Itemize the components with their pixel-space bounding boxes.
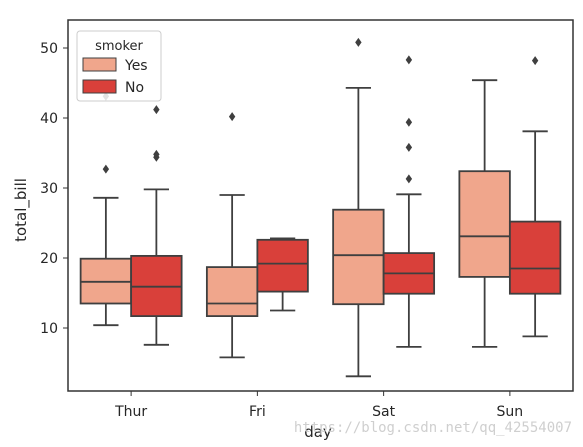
box-yes-thur [79, 91, 133, 327]
outlier-point [405, 142, 413, 152]
box-yes-sun [458, 79, 511, 348]
box-no-fri [256, 237, 309, 312]
outlier-point [531, 56, 539, 66]
plot-area [79, 37, 562, 378]
legend-label-no: No [125, 80, 144, 96]
box-yes-fri [205, 112, 259, 359]
x-axis: Thur Fri Sat Sun [114, 391, 523, 420]
watermark-text: https://blog.csdn.net/qq_42554007 [294, 420, 572, 436]
outlier-point [355, 37, 362, 47]
box-no-thur [130, 105, 183, 346]
box-iqr [332, 208, 385, 306]
outlier-point [228, 112, 236, 122]
outlier-point [153, 105, 160, 115]
legend-label-yes: Yes [124, 58, 148, 74]
x-axis-label: day [304, 423, 332, 441]
x-tick-label: Thur [114, 404, 147, 420]
outlier-point [405, 174, 413, 184]
box-no-sun [508, 56, 562, 338]
y-tick-label: 50 [40, 41, 58, 57]
legend-swatch-no [82, 79, 117, 94]
outlier-point [405, 55, 413, 65]
outlier-point [405, 117, 413, 127]
legend-swatch-yes [82, 57, 117, 72]
box-iqr [205, 266, 259, 318]
box-iqr [256, 238, 309, 293]
y-tick-label: 30 [40, 181, 58, 197]
box-iqr [508, 220, 562, 295]
box-iqr [458, 170, 511, 278]
y-axis: 10 20 30 40 50 [40, 41, 68, 337]
y-tick-label: 20 [40, 251, 58, 267]
y-tick-label: 40 [40, 111, 58, 127]
y-axis-label: total_bill [12, 178, 31, 242]
box-yes-sat [332, 37, 385, 378]
x-tick-label: Sat [372, 404, 395, 420]
plot-frame [67, 19, 574, 392]
legend: smoker Yes No [76, 30, 162, 102]
outlier-point [102, 164, 110, 174]
x-tick-label: Fri [249, 404, 266, 420]
outlier-point [153, 149, 160, 159]
x-tick-label: Sun [497, 404, 524, 420]
legend-title: smoker [95, 39, 143, 54]
y-tick-label: 10 [40, 321, 58, 337]
box-no-sat [382, 55, 436, 348]
